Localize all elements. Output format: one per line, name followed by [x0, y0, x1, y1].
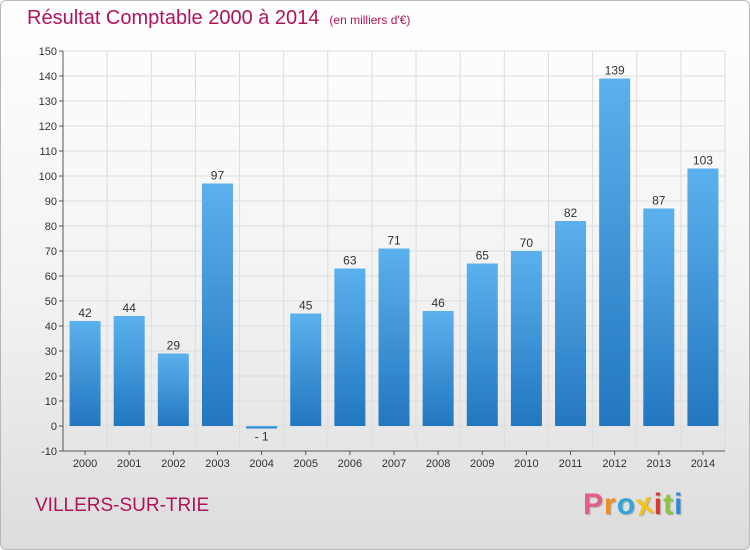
bars [69, 78, 719, 429]
x-tick-label: 2012 [602, 458, 626, 470]
bar-2003[interactable] [201, 183, 233, 427]
y-tick-label: 80 [45, 221, 57, 233]
x-tick-label: 2006 [338, 458, 362, 470]
value-label-2006: 63 [343, 254, 357, 268]
bar-2010[interactable] [510, 251, 542, 426]
x-tick-label: 2000 [73, 458, 97, 470]
x-tick-label: 2001 [117, 458, 141, 470]
value-label-2007: 71 [387, 234, 401, 248]
y-tick-label: 40 [45, 321, 57, 333]
x-tick-label: 2009 [470, 458, 494, 470]
value-label-2009: 65 [476, 249, 490, 263]
logo-letter: i [653, 488, 664, 521]
bar-2000[interactable] [69, 321, 101, 426]
value-label-2011: 82 [564, 206, 578, 220]
y-tick-label: 20 [45, 371, 57, 383]
data-labels: 42 44 29 97 - 1 45 63 71 46 65 70 82 139 87 103 [78, 64, 713, 444]
value-label-2002: 29 [167, 339, 181, 353]
y-tick-label: 10 [45, 396, 57, 408]
value-label-2014: 103 [693, 154, 713, 168]
logo-letter: P [583, 488, 605, 521]
logo-letter: o [616, 488, 637, 521]
x-tick-label: 2014 [691, 458, 715, 470]
y-tick-label: 120 [39, 121, 57, 133]
bar-2006[interactable] [334, 268, 366, 427]
y-tick-label: 60 [45, 271, 57, 283]
y-tick-label: -10 [41, 446, 57, 458]
x-tick-label: 2013 [647, 458, 671, 470]
value-label-2013: 87 [652, 194, 666, 208]
value-label-2010: 70 [520, 236, 534, 250]
bar-2007[interactable] [378, 248, 410, 427]
x-tick-label: 2010 [514, 458, 538, 470]
bar-2011[interactable] [555, 221, 587, 426]
y-tick-label: 50 [45, 296, 57, 308]
bar-2001[interactable] [113, 316, 145, 426]
logo-letter: i [674, 488, 684, 521]
value-label-2000: 42 [78, 306, 92, 320]
value-label-2005: 45 [299, 299, 313, 313]
bar-2009[interactable] [466, 263, 498, 427]
y-tick-label: 150 [39, 46, 57, 58]
x-tick-label: 2008 [426, 458, 450, 470]
x-tick-label: 2003 [205, 458, 229, 470]
x-tick-label: 2002 [161, 458, 185, 470]
proxiti-logo[interactable]: Proxiti [583, 487, 684, 523]
x-tick-label: 2007 [382, 458, 406, 470]
bar-2004[interactable] [246, 426, 278, 429]
chart-title-text: Résultat Comptable 2000 à 2014 [27, 7, 320, 29]
chart-title: Résultat Comptable 2000 à 2014 (en millie… [27, 7, 410, 30]
y-tick-label: 110 [39, 146, 57, 158]
logo-letter: t [663, 488, 675, 521]
y-tick-label: 140 [39, 71, 57, 83]
y-tick-label: 30 [45, 346, 57, 358]
y-tick-label: 100 [39, 171, 57, 183]
logo-letter: r [604, 488, 617, 521]
x-tick-label: 2011 [559, 458, 583, 470]
y-tick-label: 130 [39, 96, 57, 108]
bar-2014[interactable] [687, 168, 719, 427]
value-label-2004: - 1 [255, 430, 269, 444]
bar-2002[interactable] [157, 353, 189, 427]
y-tick-label: 0 [51, 421, 57, 433]
value-label-2008: 46 [431, 296, 445, 310]
bar-2008[interactable] [422, 311, 454, 426]
value-label-2012: 139 [605, 64, 625, 78]
chart-subtitle: (en milliers d'€) [329, 13, 411, 27]
y-tick-label: 90 [45, 196, 57, 208]
bar-2005[interactable] [290, 313, 322, 427]
x-tick-label: 2004 [249, 458, 273, 470]
y-tick-label: 70 [45, 246, 57, 258]
bar-2012[interactable] [599, 78, 631, 427]
x-tick-label: 2005 [293, 458, 317, 470]
axes: -10 0 10 20 30 40 50 60 70 80 90 100 110 120 130 140 150… [39, 46, 725, 470]
value-label-2001: 44 [123, 301, 137, 315]
bar-2013[interactable] [643, 208, 675, 427]
value-label-2003: 97 [211, 169, 225, 183]
town-name: VILLERS-SUR-TRIE [35, 495, 210, 516]
